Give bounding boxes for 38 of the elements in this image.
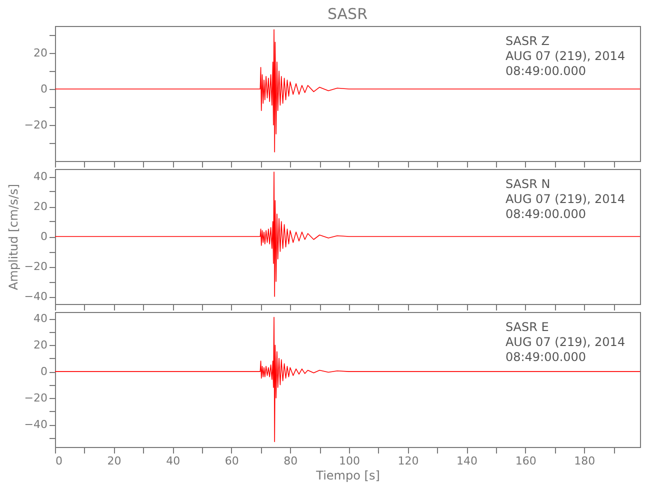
y-tick-label: 20 <box>34 338 48 352</box>
annotation: AUG 07 (219), 2014 <box>505 49 626 63</box>
annotation: AUG 07 (219), 2014 <box>505 192 626 206</box>
x-tick-label: 60 <box>224 454 239 468</box>
x-tick-label: 160 <box>515 454 536 468</box>
y-tick-label: −40 <box>24 290 48 303</box>
y-tick-label: 0 <box>40 230 48 243</box>
annotation: SASR N <box>505 177 550 191</box>
x-tick-label: 80 <box>284 454 298 468</box>
x-axis-title: Tiempo [s] <box>315 468 380 482</box>
x-tick-label: 100 <box>338 454 360 468</box>
chart-title: SASR <box>327 5 368 23</box>
y-tick-label: −40 <box>24 418 48 431</box>
x-tick-label: 0 <box>56 454 62 468</box>
annotation: 08:49:00.000 <box>505 207 586 221</box>
y-tick-label: −20 <box>24 260 48 273</box>
x-tick-label: 140 <box>456 454 478 468</box>
y-tick-label: 40 <box>34 312 48 326</box>
line-series <box>55 316 640 442</box>
annotation: SASR E <box>505 320 549 334</box>
y-tick-label: 20 <box>34 200 48 213</box>
y-tick-label: 20 <box>34 46 48 60</box>
y-axis-title: Amplitud [cm/s/s] <box>6 184 20 290</box>
x-tick-label: 40 <box>166 454 180 468</box>
annotation: SASR Z <box>505 34 550 48</box>
y-tick-label: −20 <box>24 118 48 132</box>
y-tick-label: 40 <box>34 170 48 183</box>
x-tick-label: 120 <box>398 454 419 468</box>
line-series <box>55 29 640 152</box>
annotation: 08:49:00.000 <box>505 64 586 78</box>
y-tick-label: −20 <box>24 392 48 405</box>
line-series <box>55 172 640 297</box>
annotation: 08:49:00.000 <box>505 350 586 364</box>
x-tick-label: 180 <box>574 454 596 468</box>
y-tick-label: 0 <box>40 365 48 378</box>
y-tick-label: 0 <box>40 82 48 96</box>
x-tick-label: 20 <box>107 454 122 468</box>
annotation: AUG 07 (219), 2014 <box>505 335 626 349</box>
